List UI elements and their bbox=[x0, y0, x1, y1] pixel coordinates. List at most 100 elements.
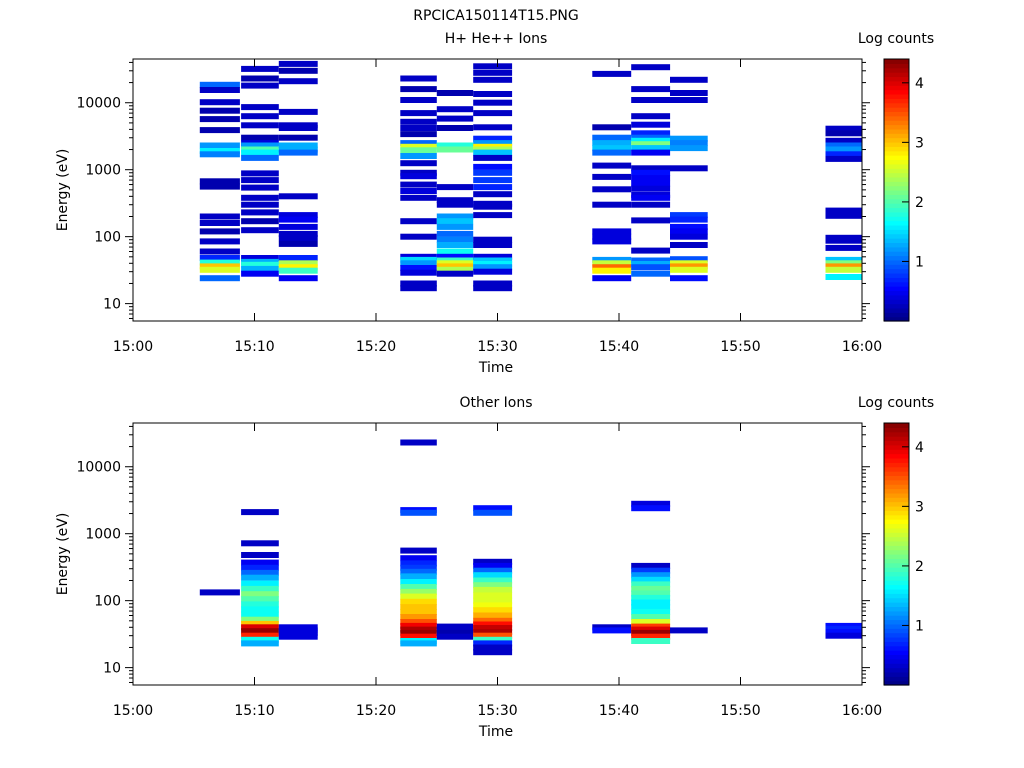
colorbar-swatch bbox=[884, 312, 909, 318]
colorbar-swatch bbox=[884, 290, 909, 296]
colorbar-swatch bbox=[884, 658, 909, 664]
heatmap-cell bbox=[631, 594, 671, 601]
heatmap-cell bbox=[473, 640, 513, 647]
heatmap-cell bbox=[400, 260, 437, 267]
heatmap-cell bbox=[400, 560, 437, 567]
colorbar-swatch bbox=[884, 207, 909, 213]
heatmap-cell bbox=[473, 261, 513, 267]
colorbar-swatch bbox=[884, 536, 909, 542]
heatmap-cell bbox=[473, 632, 513, 639]
heatmap-cell bbox=[473, 586, 513, 593]
heatmap-cell bbox=[670, 275, 708, 282]
colorbar-swatch bbox=[884, 680, 909, 686]
heatmap-cell bbox=[278, 108, 318, 115]
heatmap-cell bbox=[400, 598, 437, 605]
heatmap-cell bbox=[631, 581, 671, 588]
heatmap-cell bbox=[670, 228, 708, 235]
heatmap-cell bbox=[241, 134, 279, 141]
colorbar-swatch bbox=[884, 671, 909, 677]
panel-other-ions: Other Ions Log counts Time Energy (eV) 1… bbox=[55, 395, 934, 740]
heatmap-cell bbox=[400, 629, 437, 636]
colorbar-swatch bbox=[884, 176, 909, 182]
heatmap-cell bbox=[473, 577, 513, 584]
heatmap-cell bbox=[278, 260, 318, 267]
heatmap-cell bbox=[592, 201, 632, 208]
heatmap-cell bbox=[631, 629, 671, 636]
heatmap-cell bbox=[473, 558, 513, 565]
colorbar-swatch bbox=[884, 281, 909, 287]
heatmap-cell bbox=[400, 265, 437, 271]
colorbar-tick-label: 2 bbox=[915, 195, 924, 211]
heatmap-cell bbox=[631, 194, 671, 201]
colorbar-swatch bbox=[884, 519, 909, 525]
colorbar-swatch bbox=[884, 141, 909, 147]
colorbar-swatch bbox=[884, 198, 909, 204]
heatmap-cell bbox=[278, 60, 318, 67]
heatmap-cell bbox=[473, 505, 513, 512]
heatmap-cell bbox=[436, 629, 474, 636]
heatmap-cell bbox=[473, 562, 513, 569]
colorbar-swatch bbox=[884, 242, 909, 248]
heatmap-cell bbox=[670, 165, 708, 172]
colorbar-swatch bbox=[884, 111, 909, 117]
heatmap-cell bbox=[199, 248, 240, 255]
colorbar-swatch bbox=[884, 610, 909, 616]
heatmap-cell bbox=[278, 275, 318, 282]
heatmap-cell bbox=[241, 601, 279, 608]
heatmap-cell bbox=[825, 155, 862, 162]
colorbar-swatch bbox=[884, 588, 909, 594]
heatmap-cell bbox=[631, 180, 671, 187]
heatmap-cell bbox=[473, 607, 513, 614]
heatmap-cell bbox=[400, 633, 437, 640]
heatmap-cell bbox=[825, 146, 862, 153]
heatmap-cell bbox=[199, 266, 240, 273]
heatmap-cell bbox=[592, 627, 632, 634]
heatmap-cell bbox=[241, 122, 279, 129]
colorbar-swatch bbox=[884, 150, 909, 156]
heatmap-cell bbox=[241, 113, 279, 120]
colorbar-swatch bbox=[884, 85, 909, 91]
colorbar-swatch bbox=[884, 203, 909, 209]
heatmap-cell bbox=[400, 622, 437, 629]
heatmap-cell bbox=[278, 240, 318, 247]
heatmap-cell bbox=[400, 269, 437, 276]
heatmap-cell bbox=[199, 151, 240, 158]
heatmap-cell bbox=[199, 589, 240, 596]
heatmap-cell bbox=[473, 268, 513, 275]
heatmap-cell bbox=[825, 260, 862, 267]
heatmap-cell bbox=[473, 135, 513, 142]
colorbar-swatch bbox=[884, 558, 909, 564]
heatmap-cell bbox=[592, 264, 632, 271]
heatmap-cell bbox=[400, 194, 437, 201]
colorbar-swatch bbox=[884, 623, 909, 629]
heatmap-cell bbox=[670, 233, 708, 240]
heatmap-cell bbox=[473, 264, 513, 271]
heatmap-cell bbox=[670, 242, 708, 248]
heatmap-cell bbox=[670, 263, 708, 270]
colorbar-swatch bbox=[884, 593, 909, 599]
y-tick-label: 10000 bbox=[76, 460, 121, 476]
x-tick-label: 15:40 bbox=[599, 339, 639, 355]
heatmap-cell bbox=[473, 63, 513, 70]
heatmap-cell bbox=[825, 130, 862, 137]
y-axis-label: Energy (eV) bbox=[55, 513, 71, 596]
heatmap-cell bbox=[241, 574, 279, 581]
heatmap-cell bbox=[631, 572, 671, 579]
colorbar-swatch bbox=[884, 549, 909, 555]
colorbar-swatch bbox=[884, 137, 909, 143]
colorbar-swatch bbox=[884, 172, 909, 178]
heatmap-cell bbox=[631, 261, 671, 267]
heatmap-cell bbox=[825, 244, 862, 251]
heatmap-cell bbox=[241, 218, 279, 225]
colorbar-swatch bbox=[884, 233, 909, 239]
heatmap-cell bbox=[436, 626, 474, 633]
heatmap-cell bbox=[631, 64, 671, 71]
colorbar-tick-label: 1 bbox=[915, 618, 924, 634]
heatmap-cell bbox=[400, 640, 437, 647]
heatmap-cell bbox=[436, 125, 474, 131]
colorbar-swatch bbox=[884, 286, 909, 292]
heatmap-cell bbox=[278, 267, 318, 274]
colorbar-swatch bbox=[884, 72, 909, 78]
heatmap-cell bbox=[631, 247, 671, 254]
colorbar-swatch bbox=[884, 59, 909, 64]
